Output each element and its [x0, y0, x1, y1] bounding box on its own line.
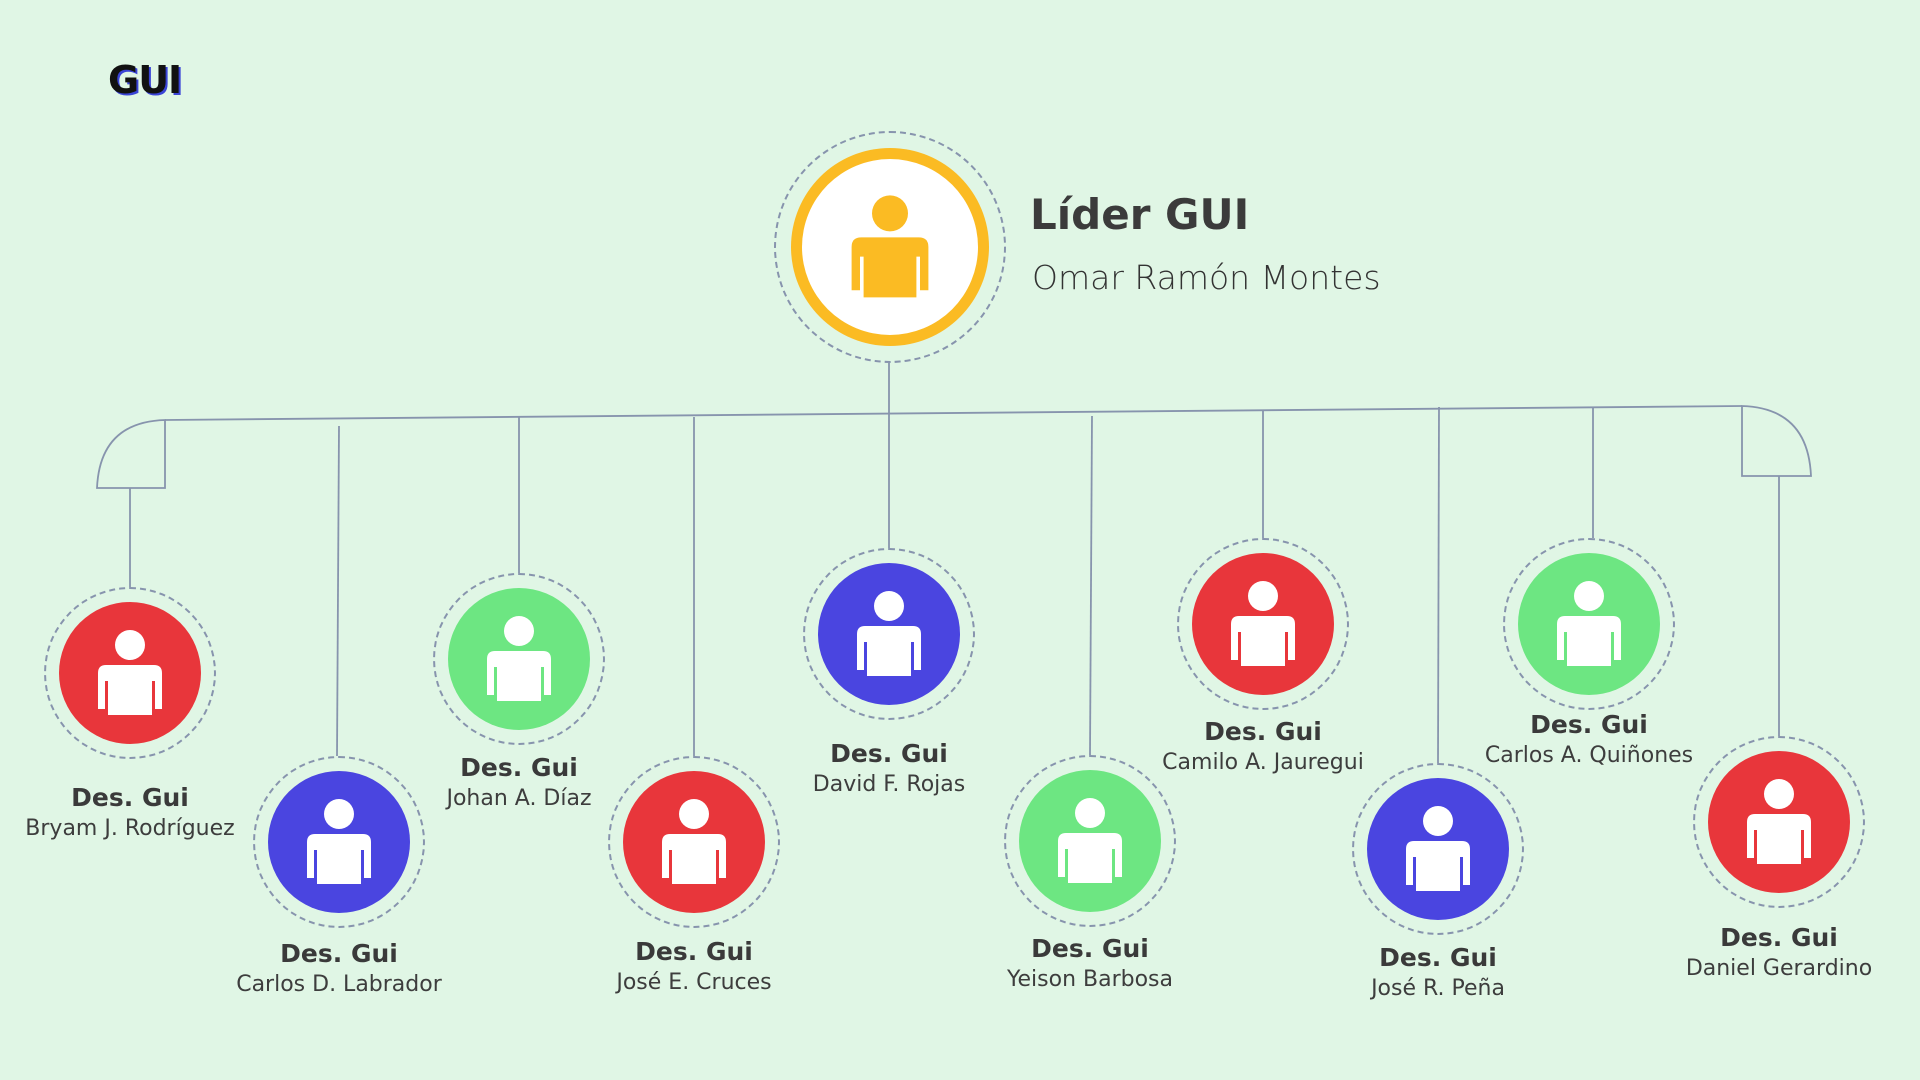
member-avatar [1004, 755, 1176, 927]
member-role: Des. Gui [1031, 934, 1149, 963]
member-label: Des. Gui Bryam J. Rodríguez [0, 782, 290, 844]
member-label: Des. Gui José R. Peña [1278, 942, 1598, 1004]
person-icon [662, 799, 726, 884]
leader-name: Omar Ramón Montes [1032, 258, 1381, 297]
person-icon [307, 799, 371, 884]
person-icon [487, 616, 551, 701]
member-avatar [44, 587, 216, 759]
member-label: Des. Gui Carlos D. Labrador [179, 938, 499, 1000]
member-avatar-circle [818, 563, 960, 705]
member-name: Bryam J. Rodríguez [25, 816, 235, 841]
member-connector [336, 425, 340, 757]
person-icon [1557, 581, 1621, 666]
leader-title: Líder GUI [1030, 190, 1250, 239]
member-role: Des. Gui [635, 937, 753, 966]
member-role: Des. Gui [1530, 710, 1648, 739]
member-avatar-circle [59, 602, 201, 744]
leader-avatar [774, 131, 1006, 363]
member-label: Des. Gui Yeison Barbosa [930, 933, 1250, 995]
person-icon [1747, 779, 1811, 864]
member-role: Des. Gui [71, 783, 189, 812]
member-label: Des. Gui Carlos A. Quiñones [1429, 709, 1749, 771]
member-name: José E. Cruces [616, 970, 772, 995]
member-avatar [433, 573, 605, 745]
member-role: Des. Gui [1204, 717, 1322, 746]
member-role: Des. Gui [280, 939, 398, 968]
member-avatar-circle [448, 588, 590, 730]
member-role: Des. Gui [1379, 943, 1497, 972]
member-avatar-circle [1367, 778, 1509, 920]
main-bus-line [164, 405, 1743, 421]
member-avatar [803, 548, 975, 720]
member-avatar-circle [1192, 553, 1334, 695]
person-icon [1058, 798, 1122, 883]
member-avatar [1693, 736, 1865, 908]
left-bracket [96, 419, 166, 489]
member-role: Des. Gui [830, 739, 948, 768]
person-icon [98, 630, 162, 715]
member-name: Daniel Gerardino [1685, 956, 1873, 981]
member-avatar [1503, 538, 1675, 710]
member-name: Carlos A. Quiñones [1484, 743, 1694, 768]
member-name: Carlos D. Labrador [236, 972, 442, 997]
member-label: Des. Gui Camilo A. Jauregui [1103, 716, 1423, 778]
member-label: Des. Gui Johan A. Díaz [359, 752, 679, 814]
person-icon [857, 591, 921, 676]
member-avatar [608, 756, 780, 928]
right-bracket [1741, 405, 1812, 477]
member-name: José R. Peña [1371, 976, 1505, 1001]
member-name: Camilo A. Jauregui [1162, 750, 1364, 775]
leader-avatar-ring [802, 159, 978, 335]
member-avatar-circle [1019, 770, 1161, 912]
person-icon [1406, 806, 1470, 891]
member-name: Yeison Barbosa [1006, 967, 1173, 992]
logo-text: GUI [108, 58, 182, 102]
member-connector [1089, 415, 1093, 756]
member-connector [1437, 406, 1440, 764]
member-avatar [1352, 763, 1524, 935]
member-label: Des. Gui José E. Cruces [534, 936, 854, 998]
member-label: Des. Gui David F. Rojas [729, 738, 1049, 800]
member-avatar [1177, 538, 1349, 710]
member-name: Johan A. Díaz [446, 786, 592, 811]
member-avatar-circle [1708, 751, 1850, 893]
person-icon [1231, 581, 1295, 666]
member-name: David F. Rojas [812, 772, 966, 797]
member-label: Des. Gui Daniel Gerardino [1619, 922, 1920, 984]
member-role: Des. Gui [1720, 923, 1838, 952]
member-role: Des. Gui [460, 753, 578, 782]
member-avatar [253, 756, 425, 928]
member-avatar-circle [1518, 553, 1660, 695]
person-icon [851, 195, 929, 298]
member-avatar-circle [623, 771, 765, 913]
leader-avatar-circle [791, 148, 989, 346]
member-avatar-circle [268, 771, 410, 913]
